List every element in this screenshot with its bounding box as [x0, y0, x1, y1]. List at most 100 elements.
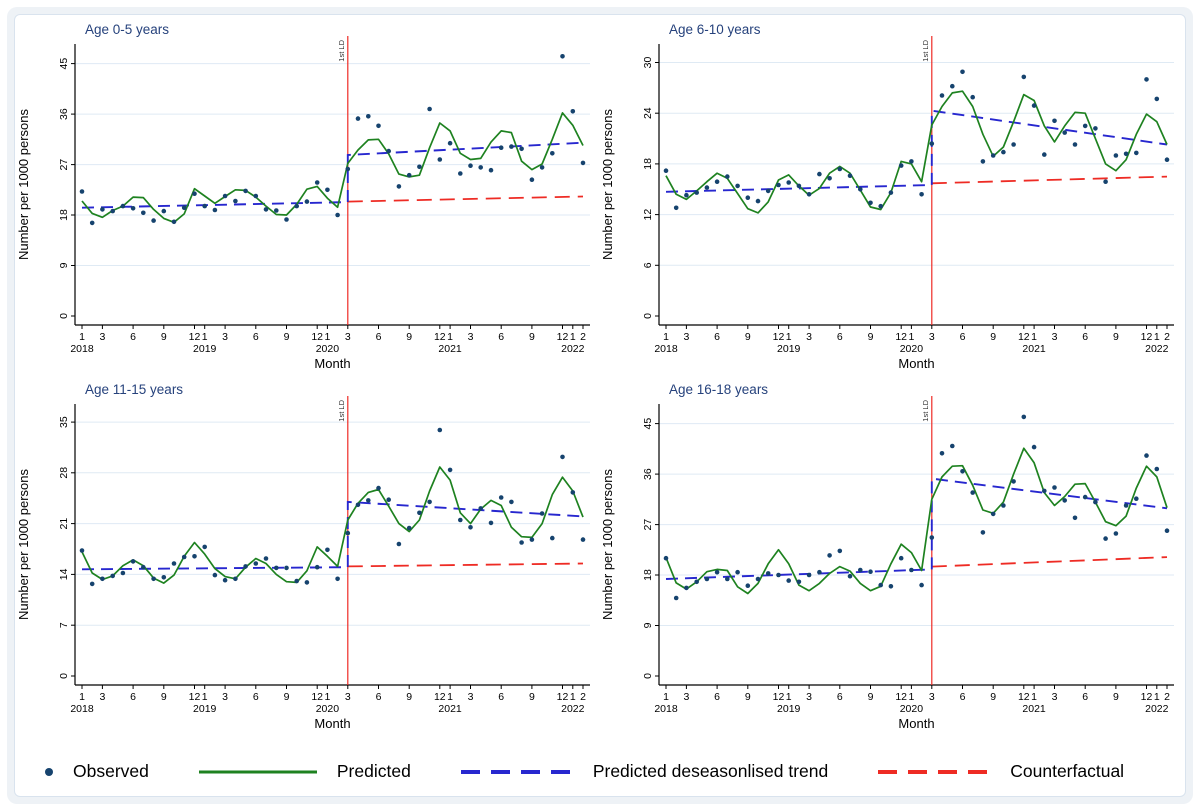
x-tick-label: 12	[189, 691, 201, 703]
observed-dot	[980, 530, 986, 535]
observed-dot	[735, 569, 740, 575]
x-tick-label: 9	[529, 691, 535, 703]
x-tick-label: 3	[929, 691, 935, 703]
x-tick-label: 1	[79, 691, 85, 703]
x-tick-label: 6	[253, 331, 259, 343]
x-tick-label: 12	[557, 691, 569, 703]
x-tick-label: 6	[376, 691, 382, 703]
observed-dot	[980, 159, 986, 164]
x-year-label: 2019	[777, 343, 801, 355]
x-year-label: 2020	[900, 703, 924, 715]
observed-dot	[406, 172, 412, 178]
observed-dot	[898, 163, 904, 168]
observed-dot	[468, 163, 473, 168]
y-tick-label: 0	[58, 313, 70, 319]
x-tick-label: 6	[960, 331, 966, 343]
observed-dot	[868, 569, 873, 574]
observed-dot	[233, 576, 238, 582]
counterfactual-line	[347, 195, 584, 203]
observed-dot	[1021, 414, 1027, 420]
observed-dot	[1082, 494, 1088, 500]
observed-dot	[1113, 153, 1119, 158]
observed-dot	[776, 572, 781, 578]
figure-outer-frame: 0 9 18 27 36 45 1 2018 3 6 9 12 1 2019 3 6 9 12 1 2020 3 6 9 12…	[7, 7, 1193, 804]
x-tick-label: 3	[99, 331, 105, 343]
x-axis-title: Month	[314, 356, 350, 371]
y-tick-label: 18	[642, 158, 654, 170]
observed-dot	[704, 576, 710, 582]
x-tick-label: 1	[570, 331, 576, 343]
x-tick-label: 3	[683, 331, 689, 343]
predicted-line	[665, 447, 1168, 595]
observed-dot	[253, 561, 259, 566]
observed-dot	[161, 575, 167, 580]
observed-dot	[284, 217, 289, 222]
observed-dot	[222, 577, 228, 583]
observed-dot	[694, 190, 699, 195]
observed-dot	[673, 205, 679, 211]
y-tick-label: 14	[58, 568, 70, 580]
observed-dot	[325, 547, 330, 553]
y-tick-label: 24	[642, 107, 654, 119]
observed-dot	[120, 203, 126, 209]
panel-grid: 0 9 18 27 36 45 1 2018 3 6 9 12 1 2019 3 6 9 12 1 2020 3 6 9 12…	[15, 15, 1185, 737]
observed-dot	[171, 219, 177, 225]
legend: Observed Predicted Predicted deseasonlis…	[15, 749, 1185, 794]
y-tick-label: 45	[58, 58, 70, 70]
x-year-label: 2018	[70, 703, 94, 715]
observed-dot	[519, 540, 524, 545]
observed-dot	[181, 554, 187, 560]
x-tick-label: 3	[929, 331, 935, 343]
observed-dot	[488, 167, 494, 173]
x-tick-label: 12	[1018, 331, 1030, 343]
observed-dot	[1031, 444, 1037, 450]
observed-dot	[1093, 126, 1098, 131]
observed-dot	[386, 497, 392, 502]
x-tick-label: 3	[1052, 691, 1058, 703]
observed-dot	[253, 193, 259, 199]
observed-dot	[858, 567, 863, 573]
observed-dot	[212, 207, 218, 213]
observed-dot	[468, 525, 473, 530]
observed-dot	[345, 530, 351, 536]
y-tick-label: 12	[642, 209, 654, 221]
observed-dot	[519, 146, 524, 152]
observed-dot	[141, 564, 146, 570]
x-tick-label: 9	[406, 691, 412, 703]
observed-dot	[990, 511, 996, 517]
observed-dot	[498, 495, 504, 500]
observed-dot	[878, 582, 883, 588]
legend-item-predicted: Predicted	[198, 761, 411, 782]
observed-dot	[192, 191, 197, 196]
x-tick-label: 9	[990, 691, 996, 703]
observed-dot	[1062, 498, 1067, 503]
x-tick-label: 2	[1164, 331, 1170, 343]
x-tick-label: 1	[570, 691, 576, 703]
x-year-label: 2018	[654, 343, 678, 355]
observed-dot	[202, 544, 207, 550]
x-tick-label: 6	[498, 331, 504, 343]
x-tick-label: 6	[376, 331, 382, 343]
lockdown-label: 1st LD	[337, 39, 346, 61]
x-tick-label: 1	[908, 331, 914, 343]
x-tick-label: 6	[960, 691, 966, 703]
observed-dot	[263, 207, 269, 212]
x-tick-label: 1	[202, 331, 208, 343]
observed-dot	[304, 580, 310, 585]
x-tick-label: 1	[1031, 691, 1037, 703]
x-tick-label: 1	[786, 331, 792, 343]
observed-dot	[488, 520, 494, 526]
y-tick-label: 30	[642, 57, 654, 69]
observed-dot	[1021, 74, 1027, 80]
observed-dot	[765, 188, 771, 194]
observed-dot	[1164, 157, 1170, 162]
observed-dot	[776, 182, 781, 188]
observed-dot	[294, 203, 300, 209]
x-tick-label: 1	[1154, 691, 1160, 703]
legend-observed-label: Observed	[73, 761, 149, 781]
observed-dot	[806, 572, 812, 578]
x-tick-label: 1	[908, 691, 914, 703]
x-tick-label: 12	[311, 331, 323, 343]
observed-dot	[939, 93, 945, 98]
y-tick-label: 35	[58, 416, 70, 428]
